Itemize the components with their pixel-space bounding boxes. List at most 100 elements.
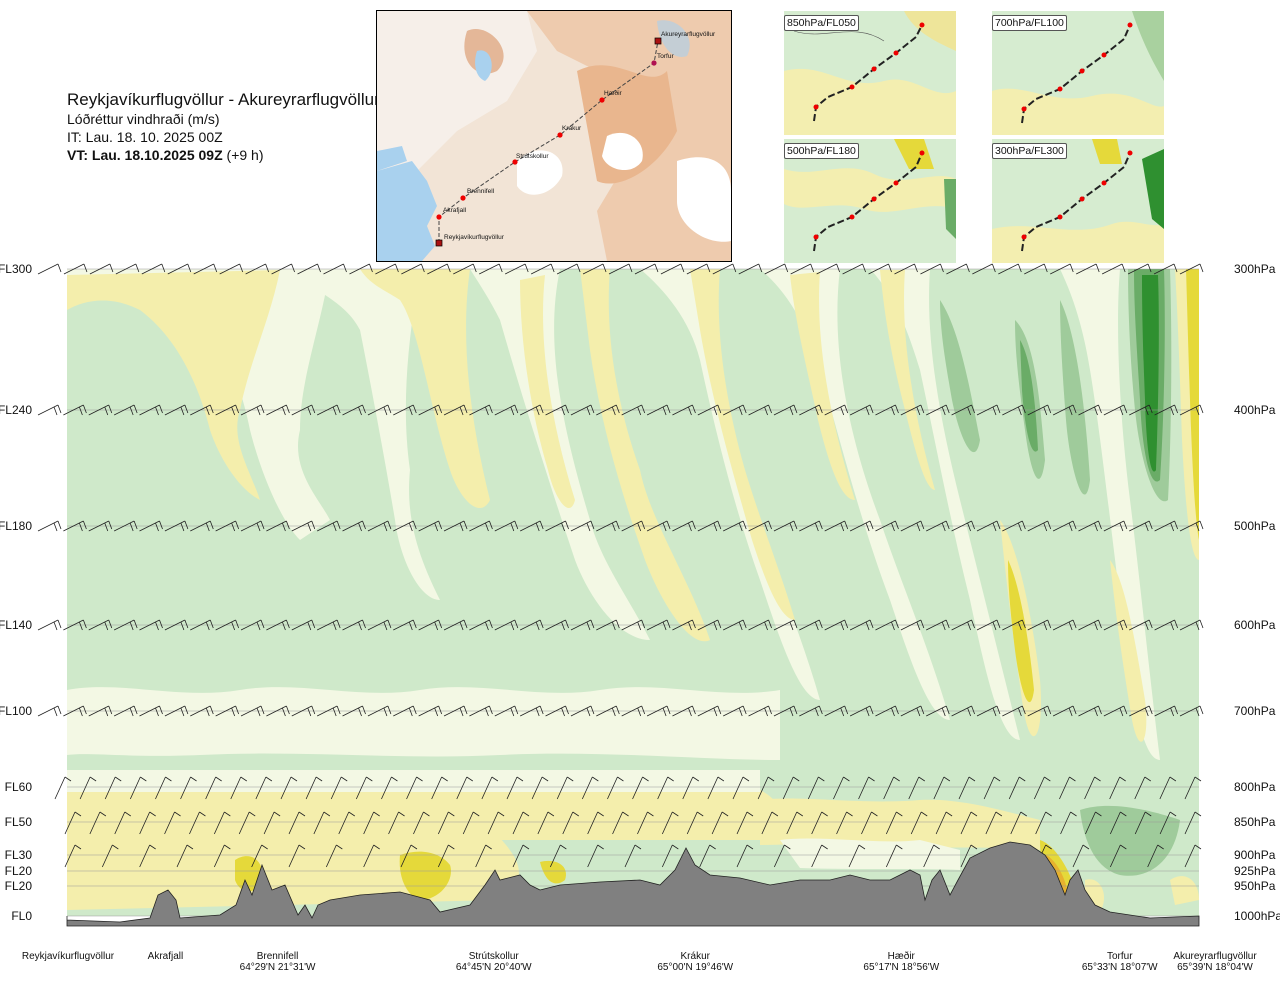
waypoint-coord: 65°17'N 18°56'W	[863, 962, 940, 973]
wind-barb	[469, 705, 493, 717]
wind-barb	[824, 705, 849, 717]
wind-barb	[900, 705, 925, 717]
wind-barb	[443, 705, 468, 717]
fl-tick-label: FL300	[0, 262, 32, 276]
wind-barb	[139, 705, 163, 717]
wind-barb	[836, 811, 853, 835]
wind-barb	[748, 705, 772, 717]
wind-barb	[697, 705, 722, 717]
wind-barb	[697, 404, 722, 416]
wind-barb	[976, 619, 1001, 631]
wind-barb	[799, 619, 823, 631]
wind-barb	[824, 520, 849, 532]
wind-barb	[545, 404, 569, 416]
wind-barb	[998, 263, 1022, 275]
wind-barb	[1052, 404, 1077, 416]
wind-barb	[164, 619, 189, 631]
field-band	[290, 269, 440, 600]
wind-barb	[748, 404, 772, 416]
wind-barb	[1084, 776, 1101, 800]
wind-barb	[1103, 520, 1128, 532]
vertical-velocity-field	[67, 269, 1199, 912]
wind-barb	[219, 263, 244, 275]
wind-barb	[883, 776, 900, 800]
wind-barb	[88, 520, 113, 532]
wind-barb	[190, 619, 214, 631]
field-band	[1000, 520, 1041, 737]
wind-barb	[1154, 520, 1178, 532]
mini-map-700-graphic	[992, 11, 1164, 135]
wind-barb	[1179, 705, 1204, 717]
wind-barb	[193, 263, 218, 275]
wind-barb	[114, 811, 131, 835]
wind-barb	[672, 619, 696, 631]
wind-barb	[537, 811, 555, 835]
field-band	[760, 798, 1040, 850]
wind-barb	[1184, 844, 1202, 868]
wind-barb	[393, 705, 417, 717]
wind-barb	[1052, 705, 1077, 717]
wind-barb	[951, 520, 975, 532]
field-band	[399, 851, 451, 900]
wind-barb	[764, 263, 789, 275]
mini-map-700-label: 700hPa/FL100	[992, 15, 1067, 31]
wind-barb	[213, 811, 231, 835]
wind-barb	[958, 776, 976, 800]
wind-barb	[757, 776, 775, 800]
wind-barb	[215, 705, 240, 717]
wind-barb	[1109, 776, 1126, 800]
wind-barb	[1027, 520, 1052, 532]
wind-barb	[926, 705, 950, 717]
wind-barb	[190, 520, 214, 532]
wind-barb	[697, 520, 722, 532]
wind-barb	[1078, 619, 1102, 631]
wind-barb	[545, 520, 569, 532]
wind-barb	[861, 811, 878, 835]
fl-tick-label: FL240	[0, 403, 32, 417]
waypoint-name: Brennifell	[256, 951, 299, 962]
wind-barb	[113, 619, 138, 631]
wind-barb	[113, 705, 138, 717]
wind-barb	[596, 404, 620, 416]
field-base	[67, 269, 1199, 916]
wind-barb	[54, 776, 72, 800]
wind-barb	[266, 520, 290, 532]
field-background	[67, 269, 1199, 916]
level-gridlines	[67, 268, 1199, 917]
field-band	[360, 269, 490, 509]
wind-barb	[255, 776, 273, 800]
wind-barb	[1008, 776, 1026, 800]
wind-barb	[245, 263, 270, 275]
field-band	[1170, 876, 1199, 905]
wind-barb	[190, 404, 214, 416]
wind-barb	[1035, 811, 1052, 835]
wind-barb	[976, 520, 1001, 532]
map-label-akrafjall: Akrafjall	[443, 207, 467, 214]
wind-barb	[63, 263, 88, 275]
wind-barb	[316, 520, 341, 532]
wind-barb	[297, 263, 321, 275]
wind-barb	[205, 776, 222, 800]
wind-barb	[113, 520, 138, 532]
hpa-tick-label: 925hPa	[1234, 864, 1276, 878]
wind-barb	[1002, 404, 1026, 416]
wind-barb	[431, 776, 448, 800]
wind-barb	[748, 619, 772, 631]
valid-time: VT: Lau. 18.10.2025 09Z (+9 h)	[67, 146, 380, 164]
wind-barb	[976, 404, 1001, 416]
field-band	[1186, 269, 1199, 540]
mini-map-300: 300hPa/FL300	[992, 139, 1164, 263]
wind-barb	[723, 404, 747, 416]
wind-barb	[545, 619, 569, 631]
wind-barb	[1109, 844, 1127, 868]
waypoint-label: Akrafjall	[105, 951, 225, 962]
wind-barb	[494, 705, 519, 717]
wind-barb	[338, 811, 355, 835]
wind-barb	[587, 844, 604, 868]
wind-barb	[1129, 705, 1153, 717]
wind-barb	[707, 776, 725, 800]
wind-barb	[479, 263, 503, 275]
map-label-akureyri: Akureyrarflugvöllur	[661, 31, 716, 38]
wind-barb	[506, 776, 524, 800]
wind-barb	[263, 811, 281, 835]
